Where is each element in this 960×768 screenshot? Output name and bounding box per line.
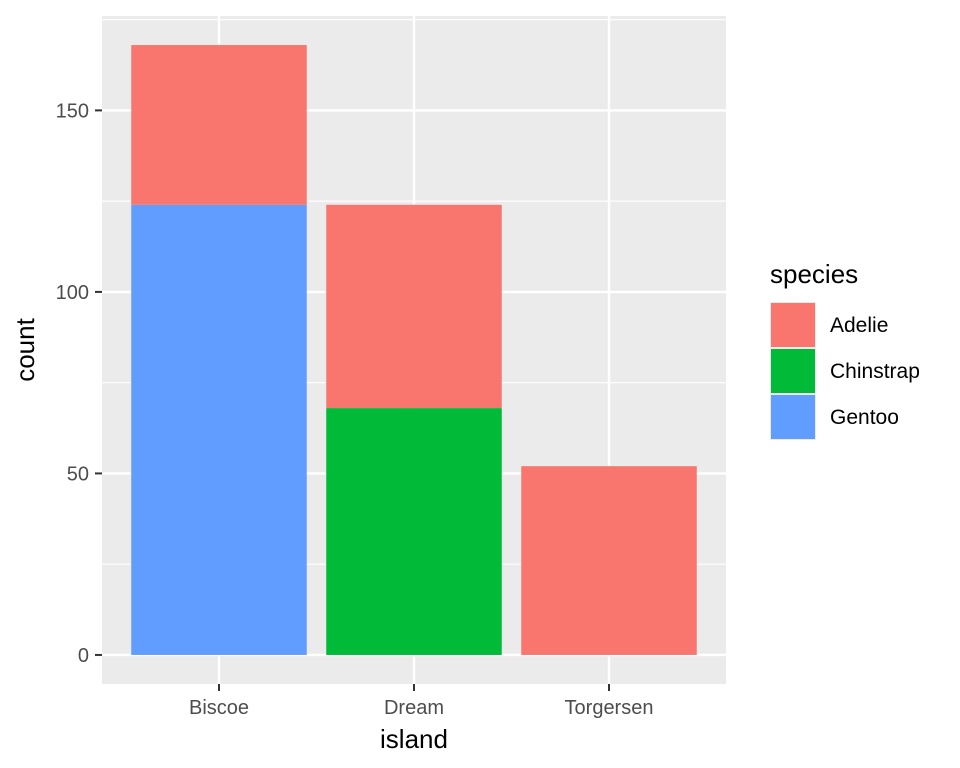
bar-dream-adelie [326, 204, 502, 409]
legend-label-chinstrap: Chinstrap [830, 360, 920, 383]
legend-label-adelie: Adelie [830, 314, 888, 337]
y-tick-label: 0 [78, 645, 89, 667]
y-tick-label: 150 [56, 100, 89, 122]
y-tick-label: 100 [56, 282, 89, 304]
bar-torgersen-adelie [521, 466, 697, 655]
legend-title: species [770, 259, 858, 289]
x-tick-label: Biscoe [189, 697, 249, 719]
y-axis-title: count [10, 317, 40, 381]
y-axis: 0 50 100 150 [56, 100, 102, 667]
legend-label-gentoo: Gentoo [830, 406, 899, 429]
legend: species Adelie Chinstrap Gentoo [770, 259, 920, 440]
bar-biscoe-adelie [131, 45, 307, 205]
x-axis-title: island [380, 724, 448, 754]
x-axis: Biscoe Dream Torgersen [189, 684, 653, 719]
legend-swatch-adelie [771, 303, 815, 347]
bar-dream-chinstrap [326, 408, 502, 655]
x-tick-label: Torgersen [565, 697, 654, 719]
bars [131, 45, 697, 655]
x-tick-label: Dream [384, 697, 444, 719]
legend-swatch-gentoo [771, 395, 815, 439]
legend-swatch-chinstrap [771, 349, 815, 393]
y-tick-label: 50 [67, 463, 89, 485]
bar-biscoe-gentoo [131, 204, 307, 655]
